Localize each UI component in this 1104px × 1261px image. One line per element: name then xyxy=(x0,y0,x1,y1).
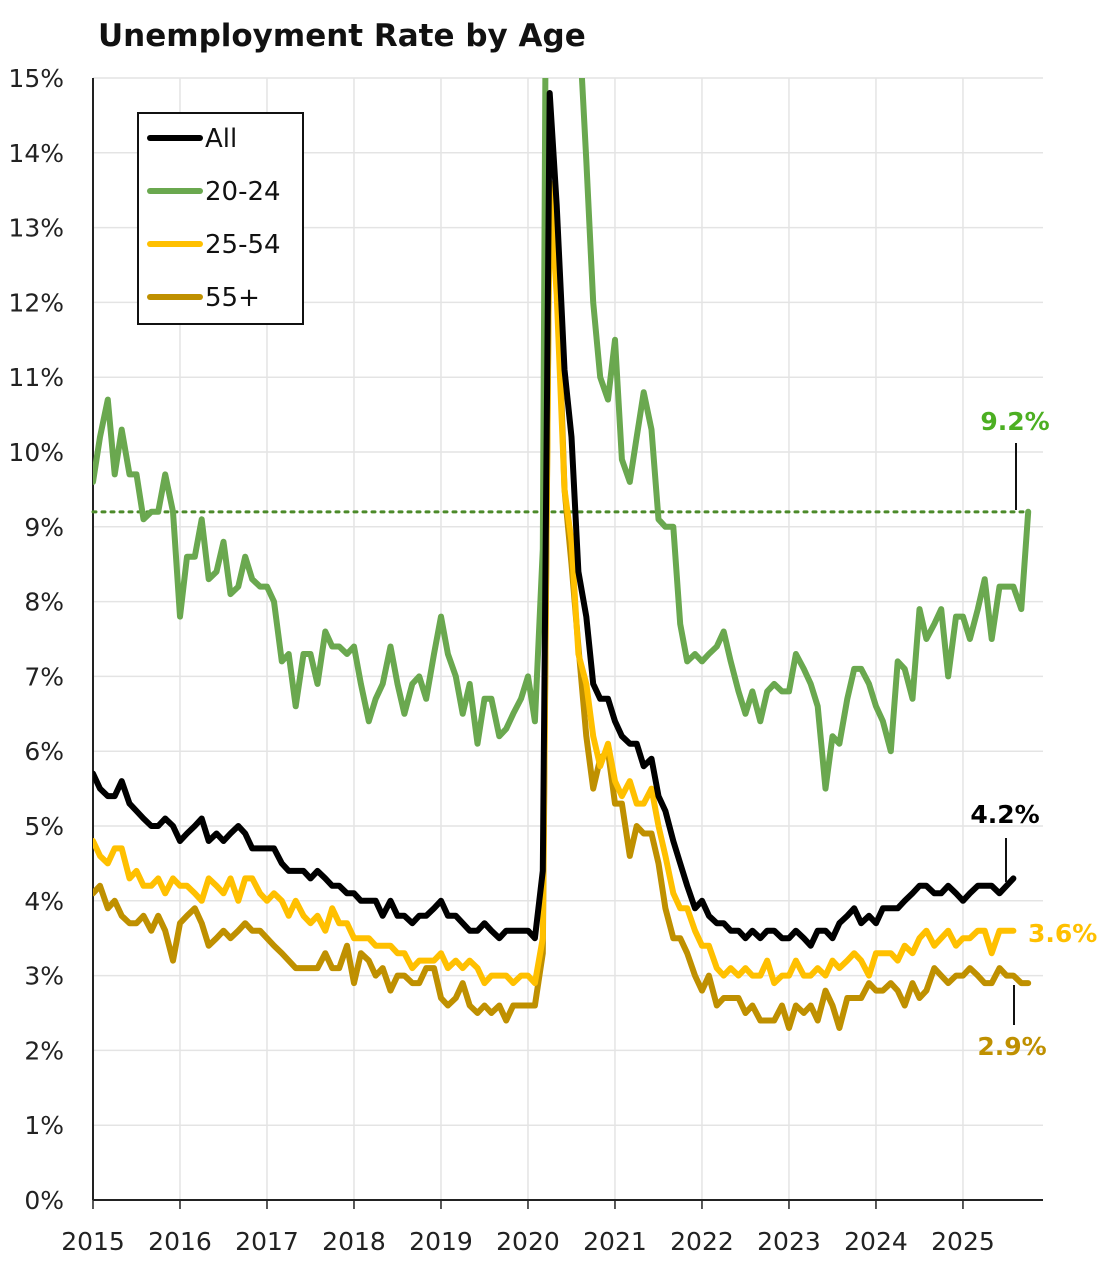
x-tick-label: 2015 xyxy=(61,1227,125,1256)
y-tick-label: 8% xyxy=(24,588,64,617)
x-tick-label: 2025 xyxy=(931,1227,995,1256)
x-tick-label: 2019 xyxy=(409,1227,473,1256)
y-tick-label: 1% xyxy=(24,1111,64,1140)
x-tick-label: 2022 xyxy=(670,1227,734,1256)
legend-box xyxy=(137,112,304,325)
series-line-All xyxy=(93,90,1017,949)
y-tick-label: 9% xyxy=(24,513,64,542)
x-tick-label: 2021 xyxy=(583,1227,647,1256)
x-tick-label: 2020 xyxy=(496,1227,560,1256)
legend: All 20-24 25-54 55+ xyxy=(137,112,304,325)
y-tick-label: 0% xyxy=(24,1186,64,1215)
series-lines xyxy=(93,78,1032,1031)
legend-label: 55+ xyxy=(205,283,260,313)
x-tick-label: 2018 xyxy=(322,1227,386,1256)
legend-label: 25-54 xyxy=(205,230,281,260)
end-label-All: 4.2% xyxy=(970,800,1039,829)
y-tick-label: 4% xyxy=(24,887,64,916)
x-tick-label: 2016 xyxy=(148,1227,212,1256)
y-tick-label: 15% xyxy=(8,64,64,93)
x-tick-label: 2024 xyxy=(844,1227,908,1256)
y-tick-label: 5% xyxy=(24,812,64,841)
series-line-25-54 xyxy=(93,179,1017,987)
x-tick-label: 2023 xyxy=(757,1227,821,1256)
axes: 0% 1% 2% 3% 4% 5% 6% 7% 8% 9% 10% 11% 12% 13% 14% 15% 20… xyxy=(8,64,1043,1256)
end-label-20-24: 9.2% xyxy=(980,407,1049,436)
end-labels: 9.2% 4.2% 3.6% 2.9% xyxy=(970,407,1097,1061)
y-tick-label: 10% xyxy=(8,438,64,467)
end-label-25-54: 3.6% xyxy=(1028,919,1097,948)
y-tick-label: 7% xyxy=(24,662,64,691)
y-tick-label: 13% xyxy=(8,214,64,243)
y-tick-label: 12% xyxy=(8,288,64,317)
y-tick-label: 3% xyxy=(24,962,64,991)
y-tick-label: 11% xyxy=(8,363,64,392)
legend-label: 20-24 xyxy=(205,177,281,207)
y-tick-label: 2% xyxy=(24,1036,64,1065)
x-tick-label: 2017 xyxy=(235,1227,299,1256)
end-label-55plus: 2.9% xyxy=(977,1032,1046,1061)
chart-title: Unemployment Rate by Age xyxy=(98,18,586,54)
series-line-20-24 xyxy=(93,78,1032,792)
y-tick-label: 14% xyxy=(8,139,64,168)
y-tick-label: 6% xyxy=(24,737,64,766)
legend-label: All xyxy=(205,124,237,154)
